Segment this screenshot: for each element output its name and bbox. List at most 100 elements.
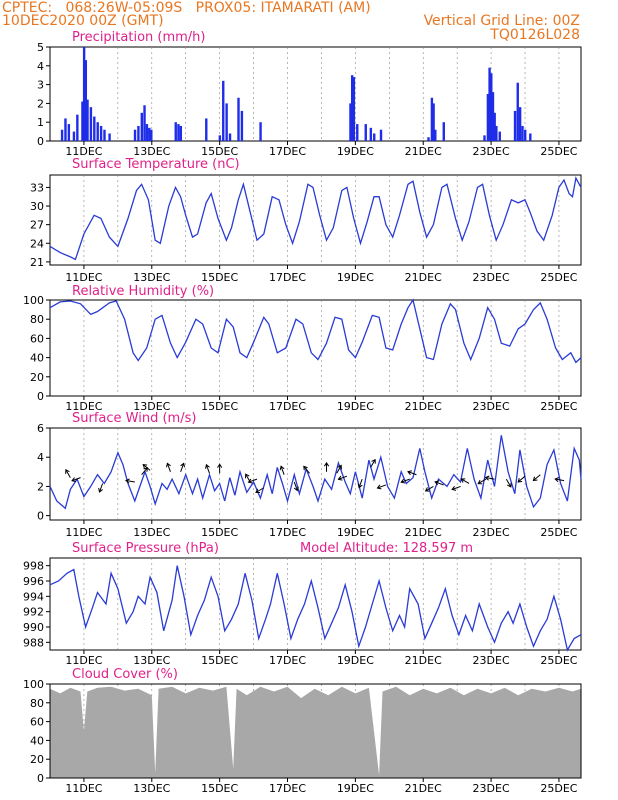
x-tick-label: 25DEC [540, 526, 577, 539]
wind-arrow-head [407, 470, 412, 476]
x-tick-label: 15DEC [201, 654, 238, 667]
precip-bar [67, 124, 71, 141]
x-tick-label: 21DEC [405, 271, 442, 284]
y-tick-label: 100 [23, 294, 44, 307]
x-tick-label: 13DEC [133, 400, 170, 413]
x-tick-label: 13DEC [133, 782, 170, 795]
precip-bar [222, 80, 225, 141]
wind-arrow-head [357, 483, 363, 489]
y-tick-label: 0 [37, 135, 44, 148]
wind-arrow-head [434, 480, 440, 486]
precip-bar [369, 127, 373, 141]
wind-arrow-shaft [555, 478, 565, 482]
x-tick-label: 17DEC [269, 145, 306, 158]
precip-bar [379, 129, 383, 141]
y-tick-label: 33 [30, 181, 44, 194]
x-tick-label: 25DEC [540, 145, 577, 158]
precip-bar [103, 129, 106, 141]
panel-title: Surface Wind (m/s) [72, 411, 196, 426]
wind-arrow-head [424, 487, 430, 492]
wind-arrow-shaft [280, 466, 285, 475]
precip-bar [427, 137, 430, 141]
precip-bar [133, 129, 137, 141]
precip-bar [76, 114, 79, 141]
x-tick-label: 13DEC [133, 526, 170, 539]
x-tick-label: 17DEC [269, 271, 306, 284]
wind-arrow-head [125, 478, 130, 484]
x-tick-label: 15DEC [201, 400, 238, 413]
wind-arrow-head [451, 486, 457, 491]
precip-bar [228, 133, 232, 141]
precip-bar [137, 125, 140, 141]
precip-bar [143, 105, 146, 141]
precip-bar [490, 73, 493, 141]
precip-bar [145, 124, 149, 141]
wind-arrow-head [205, 463, 210, 469]
precip-bar [350, 75, 354, 141]
x-tick-label: 19DEC [337, 526, 374, 539]
x-tick-label: 15DEC [201, 782, 238, 795]
y-tick-label: 0 [37, 390, 44, 403]
y-tick-label: 40 [30, 734, 44, 747]
y-tick-label: 20 [30, 753, 44, 766]
precip-bar [521, 125, 524, 141]
cloud-area [50, 686, 581, 778]
panel-frame-top [49, 683, 582, 779]
precip-bar [89, 107, 93, 141]
header-code: TQ0126L028 [490, 27, 580, 43]
precip-bar [434, 129, 437, 141]
precip-bar [430, 97, 434, 141]
wind-arrow-head [98, 487, 103, 493]
wind-arrow-shaft [205, 464, 210, 474]
precip-bar [174, 122, 177, 141]
wind-arrow-shaft [303, 466, 310, 474]
y-tick-label: 27 [30, 219, 44, 232]
wind-arrow-head [337, 464, 342, 470]
precip-bar [483, 135, 486, 141]
wind-arrow-shaft [166, 463, 171, 472]
panel-frame [49, 174, 582, 266]
y-tick-label: 80 [30, 313, 44, 326]
wind-arrow-shaft [358, 478, 363, 488]
precip-bar [524, 129, 527, 141]
wind-arrow-shaft [407, 471, 417, 476]
y-tick-label: 4 [37, 60, 44, 73]
precip-bar [259, 122, 262, 141]
precip-bar [86, 99, 89, 141]
header-date: 10DEC2020 00Z (GMT) [2, 13, 164, 29]
wind-arrow-head [371, 458, 376, 464]
panel-frame [49, 557, 582, 651]
wind-arrow-head [323, 461, 330, 467]
x-tick-label: 17DEC [269, 526, 306, 539]
x-tick-label: 15DEC [201, 271, 238, 284]
wind-arrow-head [337, 475, 343, 481]
x-tick-label: 19DEC [337, 654, 374, 667]
panel-frame [49, 427, 582, 521]
series-line [49, 298, 582, 364]
wind-arrow-shaft [451, 485, 461, 490]
x-tick-label: 13DEC [133, 654, 170, 667]
precip-bar [352, 77, 356, 141]
wind-arrow-shaft [370, 459, 376, 468]
wind-arrow-shaft [338, 475, 348, 480]
precip-bar [488, 67, 491, 141]
precip-bar [81, 101, 84, 141]
panel-title: Relative Humidity (%) [72, 284, 214, 299]
y-tick-label: 988 [23, 636, 44, 649]
panel-title: Surface Temperature (nC) [72, 157, 240, 172]
x-tick-label: 17DEC [269, 782, 306, 795]
wind-arrow-head [303, 465, 308, 471]
precip-bar [495, 125, 498, 141]
y-tick-label: 60 [30, 332, 44, 345]
precip-bar [529, 133, 532, 141]
panel-frame [49, 299, 582, 397]
wind-arrow-head [166, 462, 171, 468]
x-tick-label: 23DEC [473, 271, 510, 284]
precip-bar [64, 118, 67, 141]
header-grid-note: Vertical Grid Line: 00Z [423, 13, 580, 29]
series-line [49, 565, 582, 652]
wind-arrow-shaft [65, 469, 71, 478]
precip-bar [218, 135, 222, 141]
wind-arrow-shaft [71, 477, 81, 482]
wind-arrow-head [376, 484, 382, 490]
